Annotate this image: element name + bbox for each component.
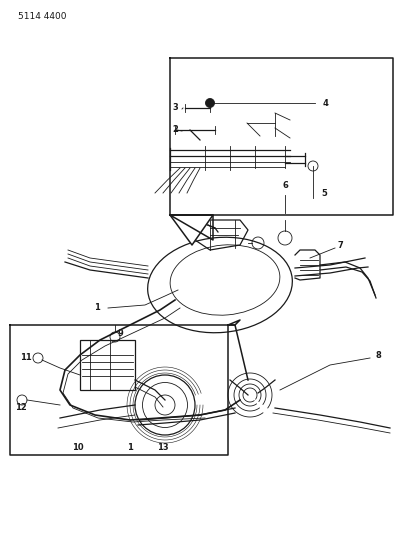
- Text: 2: 2: [172, 125, 178, 134]
- Text: 3: 3: [172, 103, 178, 112]
- Text: 7: 7: [338, 241, 344, 251]
- Text: 12: 12: [15, 403, 27, 413]
- Text: 9: 9: [118, 329, 124, 338]
- Text: 13: 13: [157, 443, 169, 453]
- Text: 5114 4400: 5114 4400: [18, 12, 67, 21]
- Text: 8: 8: [375, 351, 381, 359]
- Text: 10: 10: [72, 442, 84, 451]
- Text: 5: 5: [321, 189, 327, 198]
- Text: 6: 6: [282, 181, 288, 190]
- Text: 4: 4: [323, 99, 329, 108]
- Polygon shape: [228, 320, 240, 325]
- Circle shape: [206, 99, 215, 108]
- Text: 11: 11: [20, 353, 32, 362]
- Bar: [80, 340, 135, 390]
- Polygon shape: [170, 215, 213, 245]
- Text: 1: 1: [94, 303, 100, 312]
- Text: 1: 1: [127, 443, 133, 453]
